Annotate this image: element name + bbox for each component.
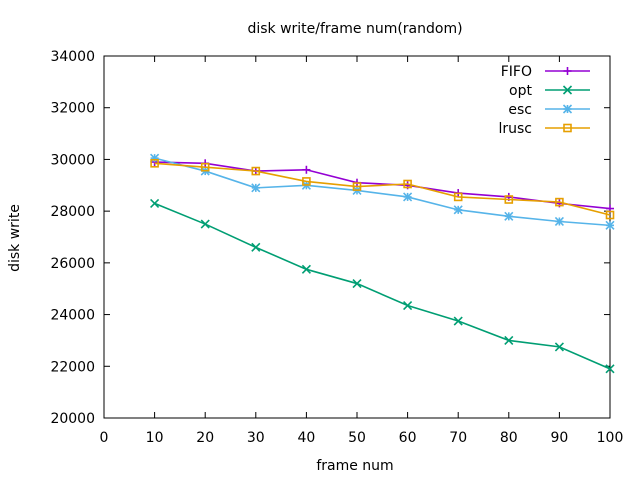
legend: FIFO opt esc lrusc <box>498 64 590 137</box>
series-opt <box>150 198 615 374</box>
y-tick-label-3: 26000 <box>50 256 95 272</box>
point-lrusc-1 <box>200 162 210 172</box>
ticks: 0 10 20 30 40 50 60 70 80 90 100 20000 22000 24000 260… <box>50 49 623 446</box>
y-tick-label-1: 22000 <box>50 359 95 375</box>
legend-marker-lrusc <box>563 123 572 133</box>
y-tick-label-4: 28000 <box>50 204 95 220</box>
legend-label-FIFO: FIFO <box>501 64 532 80</box>
point-esc-5 <box>403 192 413 202</box>
point-lrusc-9 <box>605 210 615 220</box>
point-esc-0 <box>150 153 160 163</box>
point-lrusc-2 <box>251 166 261 176</box>
point-esc-8 <box>554 216 564 227</box>
point-opt-2 <box>251 242 261 252</box>
y-axis-label: disk write <box>7 204 23 272</box>
x-tick-label-7: 70 <box>449 430 467 446</box>
point-opt-7 <box>504 335 514 345</box>
legend-entry-FIFO: FIFO <box>501 64 590 80</box>
point-lrusc-7 <box>504 195 514 204</box>
x-tick-label-2: 20 <box>196 430 214 446</box>
point-esc-9 <box>605 220 615 230</box>
x-tick-label-4: 40 <box>297 430 315 446</box>
point-opt-5 <box>403 300 413 311</box>
y-tick-label-2: 24000 <box>50 308 95 324</box>
x-tick-label-5: 50 <box>348 430 366 446</box>
series-line-lrusc <box>154 162 611 216</box>
x-tick-label-0: 0 <box>100 430 109 446</box>
legend-marker-opt <box>562 85 573 95</box>
point-FIFO-3 <box>302 165 311 174</box>
series-lrusc <box>150 159 615 220</box>
series-line-esc <box>154 157 611 227</box>
chart-title: disk write/frame num(random) <box>247 21 462 37</box>
y-tick-label-7: 34000 <box>50 49 95 65</box>
legend-entry-esc: esc <box>508 102 590 118</box>
point-opt-4 <box>352 278 362 289</box>
point-lrusc-6 <box>453 192 463 202</box>
x-tick-label-10: 100 <box>597 430 624 446</box>
point-esc-2 <box>251 183 261 193</box>
x-tick-label-1: 10 <box>146 430 164 446</box>
y-tick-label-6: 32000 <box>50 101 95 117</box>
y-tick-label-0: 20000 <box>50 411 95 427</box>
legend-marker-FIFO <box>563 67 572 75</box>
x-tick-label-8: 80 <box>500 430 518 446</box>
point-lrusc-5 <box>403 179 412 189</box>
x-tick-label-9: 90 <box>550 430 568 446</box>
point-opt-0 <box>150 198 160 208</box>
point-lrusc-0 <box>150 159 159 168</box>
y-tick-label-5: 30000 <box>50 152 95 168</box>
series-layer <box>150 153 615 374</box>
series-line-opt <box>154 202 611 370</box>
point-esc-6 <box>453 205 463 215</box>
legend-label-opt: opt <box>509 83 532 99</box>
legend-label-lrusc: lrusc <box>498 121 532 137</box>
point-esc-7 <box>504 211 514 221</box>
point-lrusc-3 <box>302 177 311 186</box>
point-opt-1 <box>200 219 210 229</box>
legend-entry-lrusc: lrusc <box>498 121 590 137</box>
plot-frame <box>103 55 611 419</box>
point-opt-8 <box>554 342 564 352</box>
point-opt-3 <box>301 264 311 274</box>
x-tick-label-6: 60 <box>399 430 417 446</box>
x-axis-label: frame num <box>316 458 393 474</box>
point-lrusc-4 <box>352 182 362 191</box>
legend-marker-esc <box>562 104 573 114</box>
point-lrusc-8 <box>555 197 564 207</box>
x-tick-label-3: 30 <box>247 430 265 446</box>
legend-label-esc: esc <box>508 102 532 118</box>
legend-entry-opt: opt <box>509 83 590 99</box>
point-opt-9 <box>605 364 615 374</box>
point-opt-6 <box>453 316 463 326</box>
